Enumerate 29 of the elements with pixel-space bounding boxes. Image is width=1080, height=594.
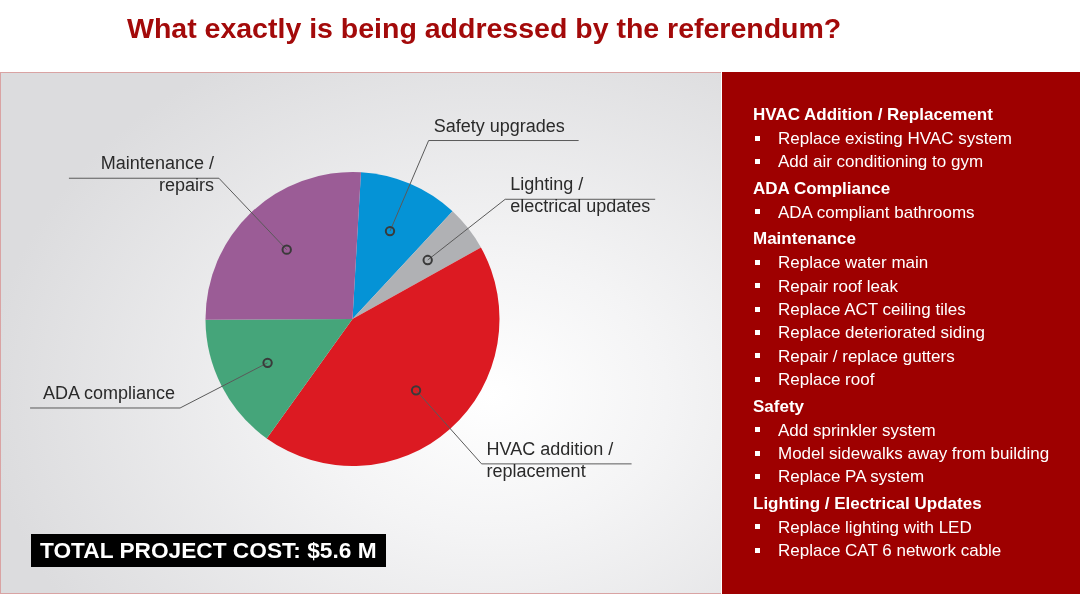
text: Replace PA system	[778, 467, 925, 487]
text: ADA compliant bathrooms	[778, 202, 975, 222]
slice-label: Lighting / electrical updates	[510, 174, 651, 217]
text: Model sidewalks away from building	[778, 444, 1050, 464]
text: Replace deteriorated siding	[778, 323, 985, 343]
text: Replace existing HVAC system	[778, 129, 1012, 148]
text: Replace water main	[778, 253, 929, 273]
slice-label: Maintenance / repairs	[100, 153, 214, 196]
text: Add air conditioning to gym	[778, 152, 984, 172]
text: ADA Compliance	[753, 177, 892, 200]
text: Maintenance	[753, 228, 857, 251]
text: Replace lighting with LED	[778, 517, 972, 537]
pie-slice	[205, 319, 353, 439]
text: Add sprinkler system	[778, 420, 936, 440]
slice-label: ADA compliance	[42, 383, 176, 403]
text: Safety	[753, 395, 806, 418]
chart-title: What exactly is being addressed by the referendum?	[127, 11, 842, 46]
slice-label: HVAC addition / replacement	[486, 438, 614, 481]
text: Replace roof	[778, 370, 875, 390]
text: HVAC Addition / Replacement	[753, 104, 994, 126]
pie-slice	[352, 172, 453, 319]
pie-slice	[352, 211, 481, 319]
text: Replace ACT ceiling tiles	[778, 300, 966, 320]
text: TOTAL PROJECT COST: $5.6 M	[31, 534, 386, 567]
slice-label: Safety upgrades	[433, 115, 565, 136]
text: Repair roof leak	[778, 276, 899, 296]
text: Repair / replace gutters	[778, 346, 955, 366]
text: Replace CAT 6 network cable	[778, 541, 1002, 561]
text: Lighting / Electrical Updates	[753, 492, 983, 515]
